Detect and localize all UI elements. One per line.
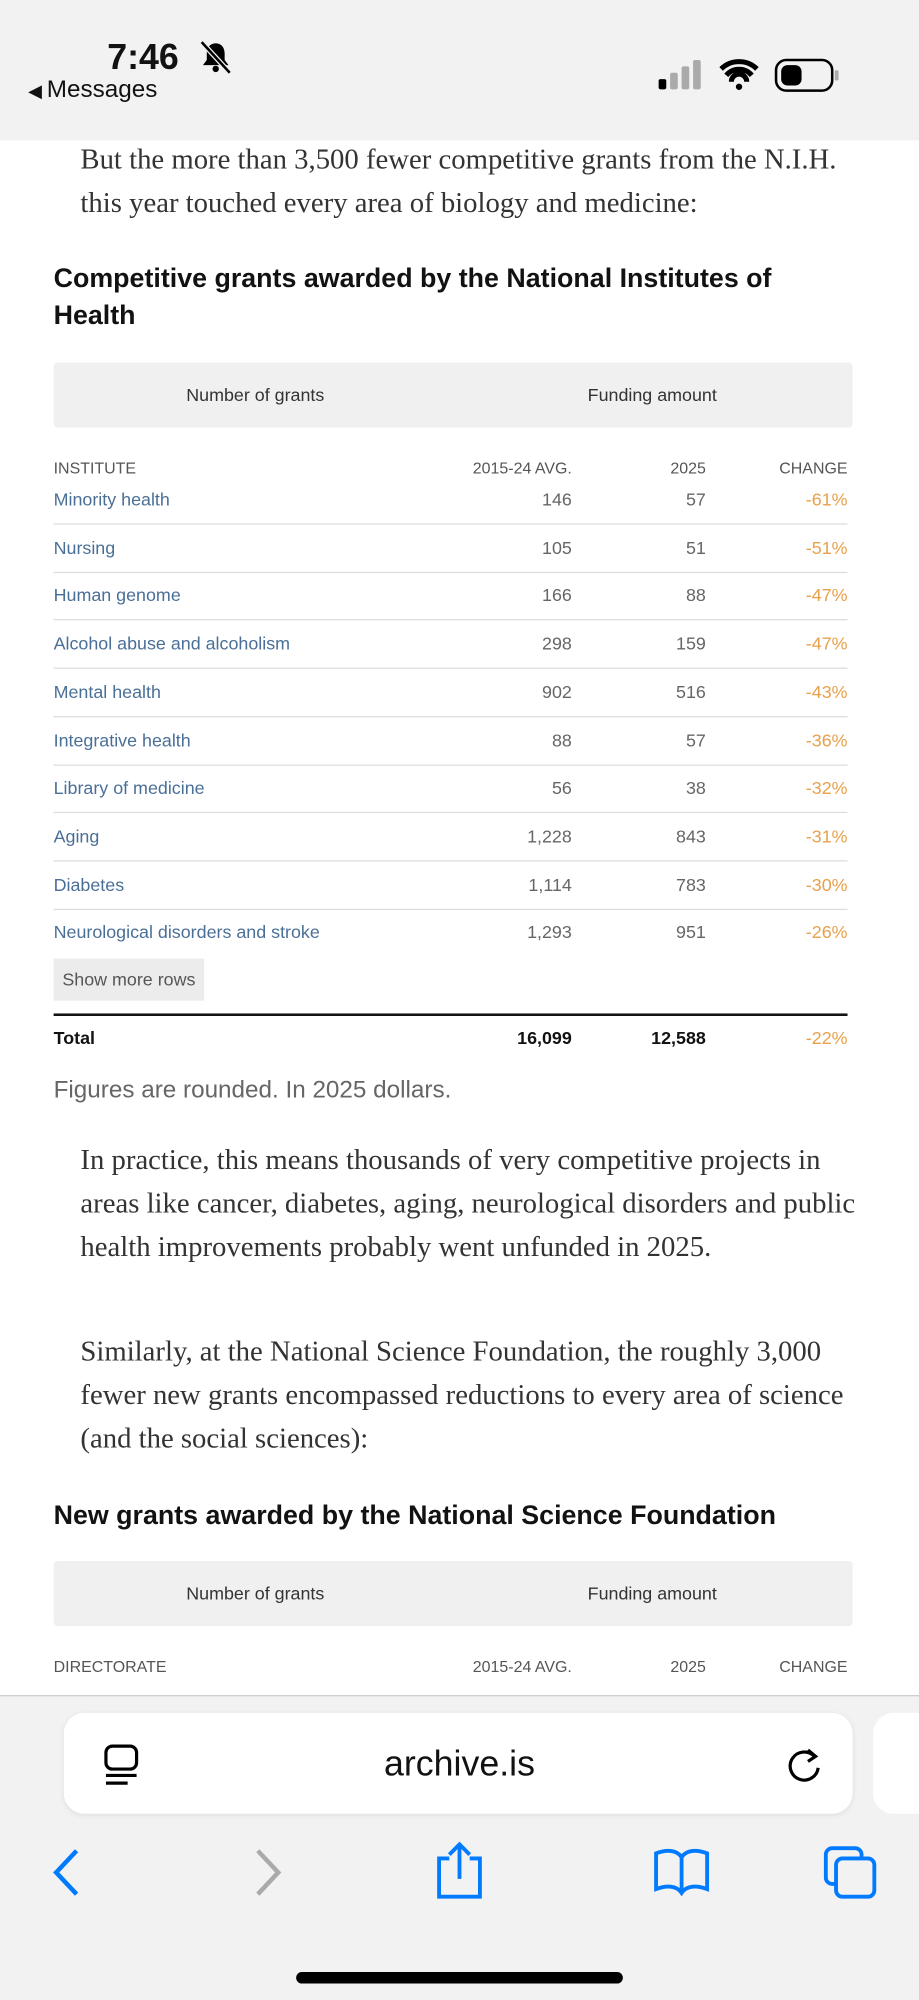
column-header: 2015-24 AVG. [472, 459, 572, 478]
tab[interactable]: Funding amount [587, 1582, 717, 1604]
column-header: 2025 [670, 1658, 706, 1676]
reader-icon[interactable] [102, 1744, 140, 1787]
cell: 298 [542, 633, 572, 654]
share-button[interactable] [437, 1841, 482, 1899]
row-label: Mental health [53, 681, 161, 702]
home-indicator [296, 1972, 623, 1984]
row-divider [53, 667, 848, 669]
tab[interactable]: Funding amount [587, 384, 717, 405]
column-header: CHANGE [779, 459, 848, 478]
cell: 56 [551, 777, 572, 798]
cell: 57 [685, 729, 706, 750]
cell: 16,099 [517, 1027, 572, 1048]
back-link[interactable]: ◀ Messages [28, 76, 158, 104]
row-label: Aging [53, 825, 100, 847]
cell: -61% [805, 488, 848, 510]
cell: 105 [542, 536, 572, 558]
cell: 159 [676, 633, 706, 654]
cell: 951 [676, 921, 706, 943]
row-label: Library of medicine [53, 777, 205, 798]
tab[interactable]: Number of grants [186, 1582, 325, 1604]
row-divider [53, 908, 848, 910]
row-divider [53, 860, 848, 862]
cell: 146 [542, 488, 572, 510]
cell: 783 [676, 873, 706, 895]
row-label: Total [53, 1027, 95, 1048]
column-header: CHANGE [779, 1658, 848, 1676]
next-tab[interactable] [873, 1712, 919, 1814]
table-title: New grants awarded by the National Scien… [53, 1501, 776, 1531]
tab[interactable]: Number of grants [186, 384, 325, 405]
row-label: Integrative health [53, 729, 191, 750]
toolbar [53, 1841, 877, 1899]
cell: 38 [685, 777, 706, 798]
forward-button[interactable] [256, 1849, 282, 1896]
table-title: Competitive grants awarded by the Nation… [53, 264, 772, 331]
cell: 843 [676, 825, 706, 847]
row-label: Human genome [53, 585, 181, 606]
cell: -47% [805, 633, 848, 654]
cell: -30% [805, 873, 848, 895]
total-rule [53, 1013, 848, 1017]
column-header: INSTITUTE [53, 459, 137, 478]
cell: -31% [805, 825, 848, 847]
row-divider [53, 571, 848, 573]
time: 7:46 [107, 37, 179, 77]
column-header: 2015-24 AVG. [472, 1658, 572, 1676]
cell: -51% [805, 536, 848, 558]
row-divider [53, 763, 848, 766]
cell: 902 [542, 681, 572, 702]
paragraph: But the more than 3,500 fewer competitiv… [80, 142, 837, 219]
row-label: Diabetes [53, 873, 125, 895]
cell: 88 [551, 729, 572, 750]
tab-bar: Number of grants Funding amount [53, 362, 853, 428]
tabs-button[interactable] [823, 1846, 877, 1899]
row-label: Neurological disorders and stroke [53, 921, 320, 943]
cell: -47% [805, 585, 848, 606]
cell: 1,228 [527, 825, 572, 847]
row-label: Alcohol abuse and alcoholism [53, 633, 291, 654]
back-button[interactable] [53, 1849, 79, 1896]
tab-bar: Number of grants Funding amount [53, 1561, 853, 1627]
cell: 166 [542, 585, 572, 606]
cell: 1,293 [527, 921, 572, 943]
cell: -36% [805, 729, 848, 750]
cell: 51 [685, 536, 706, 558]
cell: -32% [805, 777, 848, 798]
address-bar[interactable] [63, 1712, 853, 1814]
show-more-button[interactable]: Show more rows [53, 958, 205, 1001]
bookmarks-button[interactable] [654, 1848, 710, 1897]
cell: 88 [685, 585, 706, 606]
cell: -22% [805, 1027, 848, 1048]
column-header: DIRECTORATE [53, 1658, 167, 1676]
cell: -26% [805, 921, 848, 943]
row-divider [53, 619, 848, 621]
reload-icon[interactable] [784, 1745, 825, 1786]
status-icons [658, 58, 839, 92]
table-note: Figures are rounded. In 2025 dollars. [53, 1077, 452, 1105]
cell: -43% [805, 681, 848, 702]
cell: 1,114 [528, 873, 572, 895]
status-bar [0, 0, 919, 141]
column-header: 2025 [670, 459, 706, 478]
paragraph: In practice, this means thousands of ver… [80, 1143, 856, 1263]
cell: 516 [676, 681, 706, 702]
row-label: Minority health [53, 488, 170, 510]
row-divider [53, 812, 848, 814]
mute-icon [199, 40, 232, 75]
paragraph: Similarly, at the National Science Found… [80, 1335, 844, 1454]
cell: 12,588 [651, 1027, 706, 1048]
back-label[interactable]: Messages [46, 76, 158, 104]
url[interactable]: archive.is [384, 1743, 535, 1784]
row-divider [53, 715, 848, 718]
row-label: Nursing [53, 536, 116, 558]
row-divider [53, 523, 848, 525]
cell: 57 [685, 488, 706, 510]
